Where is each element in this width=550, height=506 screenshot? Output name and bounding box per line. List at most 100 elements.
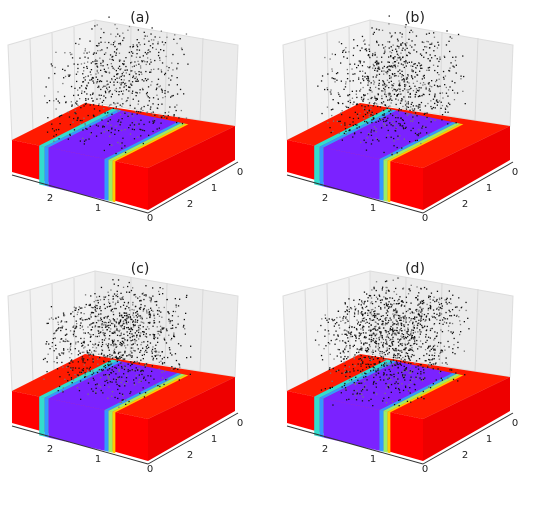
particle xyxy=(420,288,422,290)
particle xyxy=(364,111,366,113)
particle xyxy=(438,100,441,102)
particle xyxy=(326,87,328,89)
particle xyxy=(421,41,423,43)
particle xyxy=(54,72,56,75)
particle xyxy=(108,16,110,18)
particle xyxy=(123,85,125,88)
particle xyxy=(441,307,443,310)
particle xyxy=(82,129,84,131)
particle xyxy=(362,361,364,363)
particle xyxy=(402,119,404,122)
particle xyxy=(137,313,139,315)
particle xyxy=(100,323,103,325)
particle xyxy=(115,325,118,328)
particle xyxy=(131,81,134,83)
particle xyxy=(359,112,361,115)
particle xyxy=(329,387,331,389)
particle xyxy=(138,329,140,331)
particle xyxy=(103,126,105,128)
particle xyxy=(404,85,406,87)
particle xyxy=(380,366,382,368)
particle xyxy=(391,334,393,336)
particle xyxy=(386,124,388,126)
particle xyxy=(116,345,118,348)
particle xyxy=(134,350,136,352)
particle xyxy=(110,344,112,346)
particle xyxy=(403,81,405,83)
particle xyxy=(391,304,393,306)
particle xyxy=(381,335,383,337)
particle xyxy=(117,141,119,144)
particle xyxy=(448,309,450,311)
particle xyxy=(111,381,113,383)
particle xyxy=(92,76,94,79)
particle xyxy=(403,66,405,69)
particle xyxy=(331,53,333,55)
particle xyxy=(104,326,107,328)
particle xyxy=(395,334,397,336)
particle xyxy=(86,318,88,321)
particle xyxy=(420,311,422,313)
particle xyxy=(334,323,337,325)
particle xyxy=(376,56,378,58)
particle xyxy=(393,349,395,351)
particle xyxy=(75,320,77,322)
particle xyxy=(457,380,459,382)
particle xyxy=(405,321,407,323)
particle xyxy=(87,369,89,372)
particle xyxy=(367,84,369,86)
particle xyxy=(152,47,154,49)
particle xyxy=(420,64,423,66)
particle xyxy=(78,350,80,352)
particle xyxy=(109,353,111,356)
particle xyxy=(113,319,115,321)
particle xyxy=(94,384,97,386)
particle xyxy=(116,102,118,104)
particle xyxy=(388,351,390,354)
particle xyxy=(360,98,363,100)
particle xyxy=(346,319,348,321)
particle xyxy=(384,93,386,95)
particle xyxy=(417,365,419,367)
particle xyxy=(83,337,85,340)
particle xyxy=(318,344,320,346)
particle xyxy=(337,348,339,351)
particle xyxy=(380,308,382,310)
particle xyxy=(116,383,118,386)
particle xyxy=(114,352,116,354)
particle xyxy=(150,112,152,114)
particle xyxy=(413,312,415,314)
particle xyxy=(58,138,60,140)
particle xyxy=(69,330,72,332)
particle xyxy=(412,82,415,84)
particle xyxy=(132,347,134,349)
particle xyxy=(177,315,179,318)
particle xyxy=(428,319,431,321)
particle xyxy=(91,97,93,99)
particle xyxy=(168,77,170,79)
particle xyxy=(377,369,379,372)
particle xyxy=(58,385,61,388)
particle xyxy=(135,121,137,123)
particle xyxy=(115,87,117,90)
particle xyxy=(152,346,154,348)
particle xyxy=(152,114,154,116)
particle xyxy=(161,362,164,364)
particle xyxy=(385,402,388,404)
particle xyxy=(152,295,154,297)
particle xyxy=(151,350,153,353)
particle xyxy=(133,324,135,327)
particle xyxy=(363,386,366,388)
particle xyxy=(83,66,85,69)
particle xyxy=(111,127,113,129)
particle xyxy=(382,324,384,326)
stripe xyxy=(104,373,182,411)
particle xyxy=(394,65,396,68)
particle xyxy=(381,351,383,353)
particle xyxy=(93,115,95,118)
particle xyxy=(120,90,122,92)
particle xyxy=(424,325,426,327)
particle xyxy=(75,113,77,115)
particle xyxy=(373,130,375,132)
particle xyxy=(126,323,128,325)
